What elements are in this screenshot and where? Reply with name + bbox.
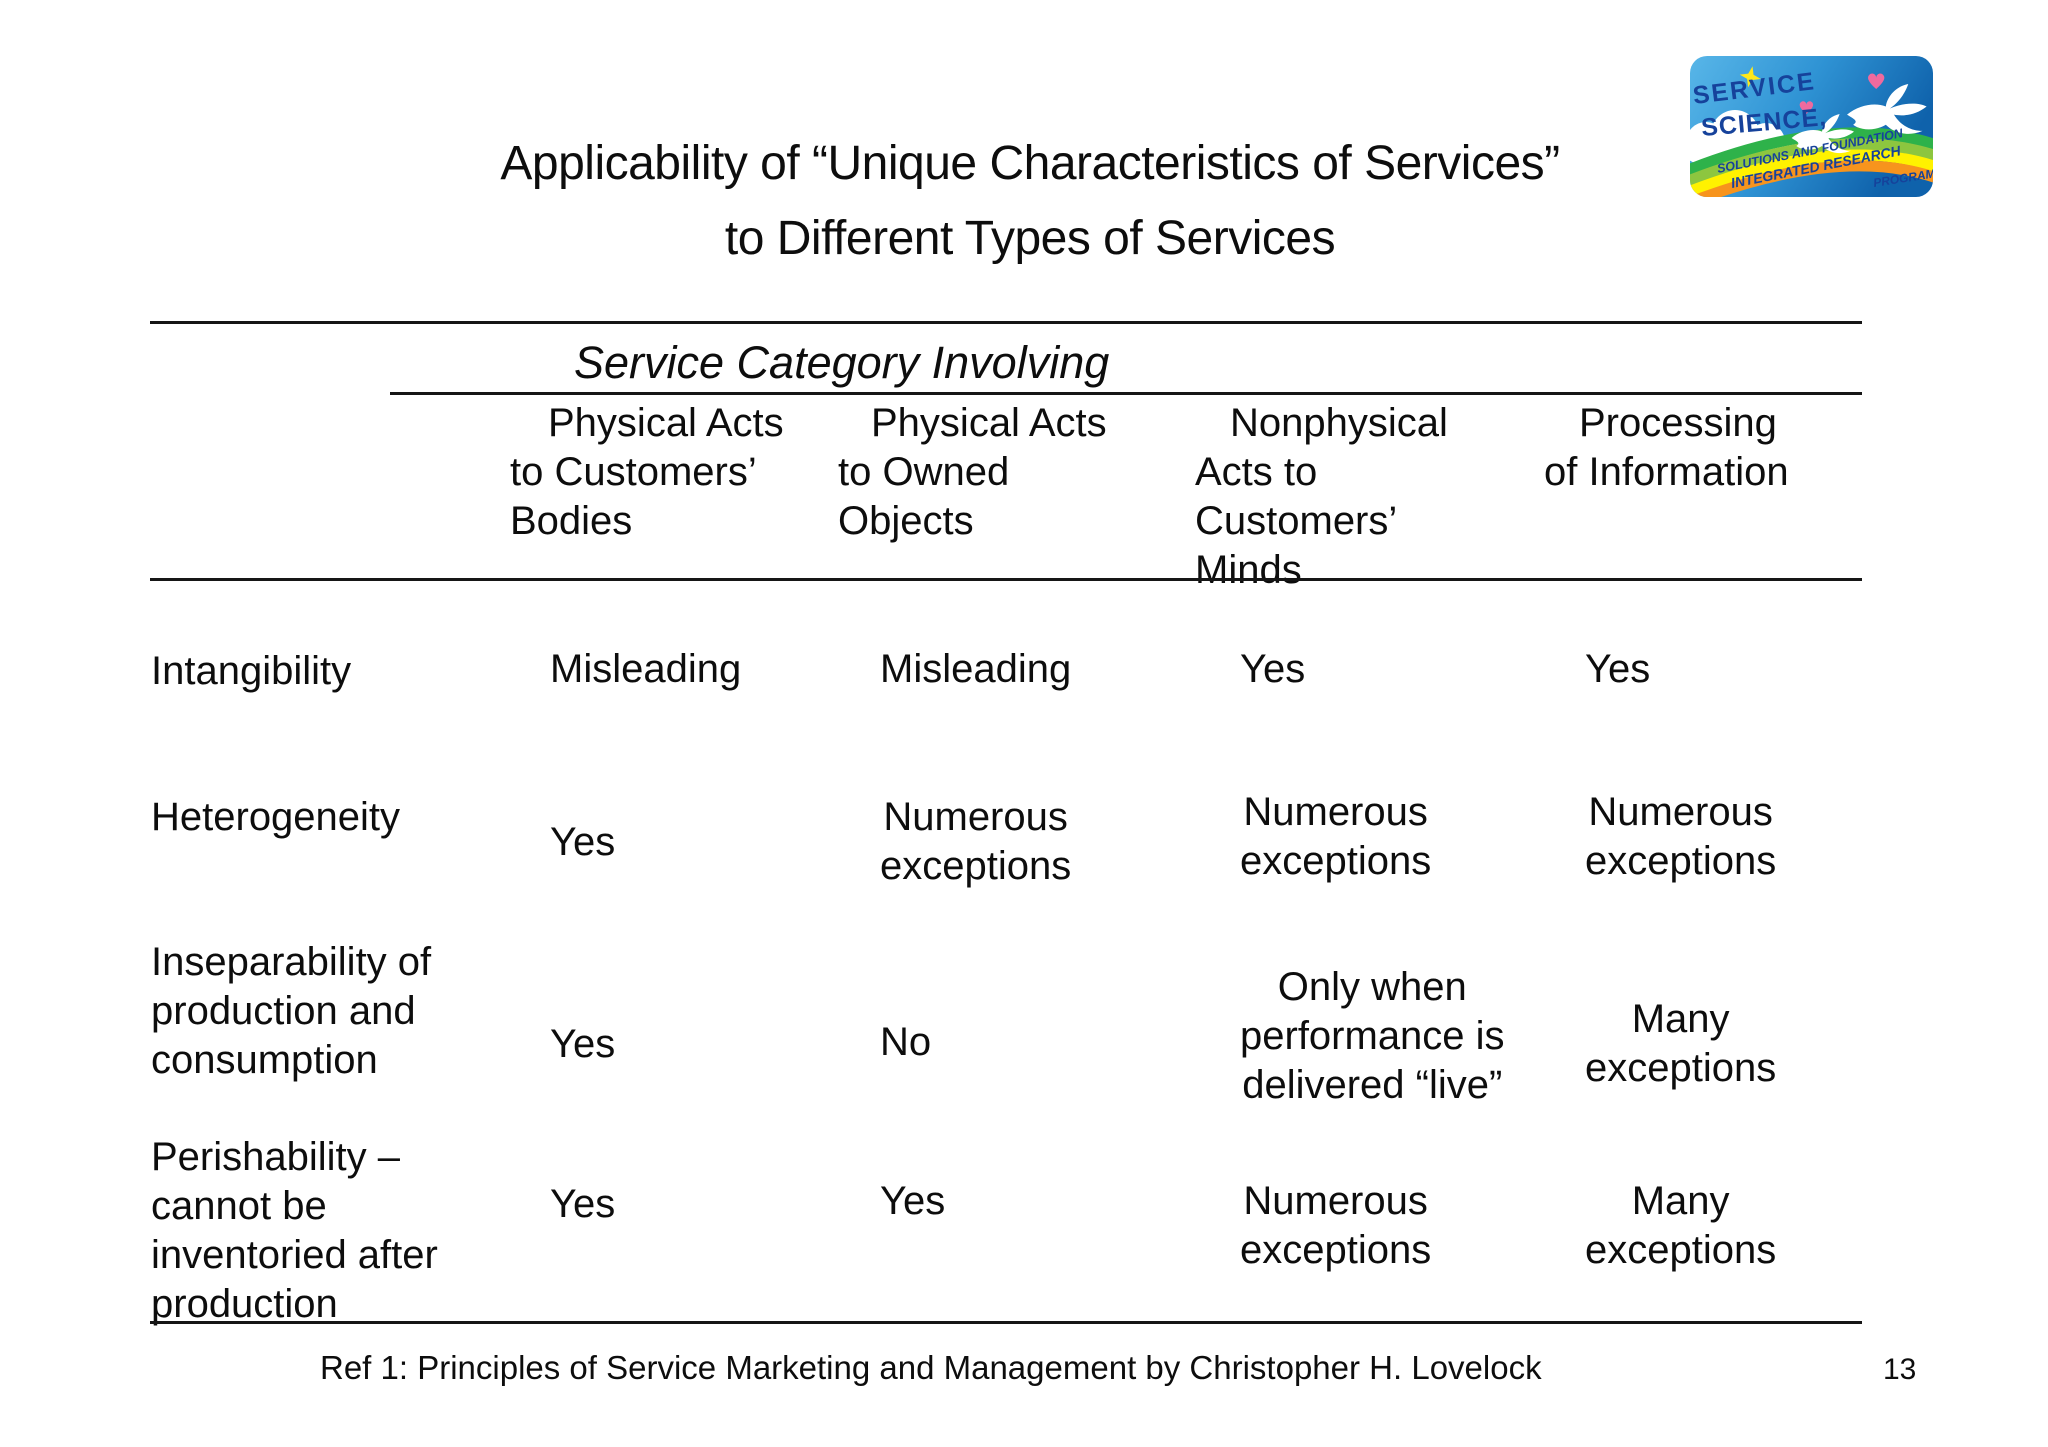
cell-inseparability-objects: No: [880, 1020, 932, 1064]
category-header: Service Category Involving: [574, 337, 1110, 388]
cell-perishability-bodies: Yes: [550, 1182, 616, 1226]
cell-intangibility-information: Yes: [1585, 647, 1651, 691]
header-bottom-rule: [150, 578, 1862, 581]
slide-title-line-2: to Different Types of Services: [724, 212, 1336, 265]
category-underline-rule: [390, 392, 1862, 395]
cell-inseparability-information: Many exceptions: [1585, 997, 1777, 1090]
cell-intangibility-objects: Misleading: [880, 647, 1072, 691]
column-headers: Physical Acts to Customers’ Bodies Physi…: [150, 399, 1862, 595]
cell-inseparability-bodies: Yes: [550, 1022, 616, 1066]
column-header-spacer: [150, 399, 460, 595]
cell-perishability-minds: Numerous exceptions: [1240, 1179, 1432, 1272]
cell-perishability-information: Many exceptions: [1585, 1179, 1777, 1272]
column-header-nonphysical-acts-minds: Nonphysical Acts to Customers’ Minds: [1195, 401, 1448, 592]
row-label-heterogeneity: Heterogeneity: [151, 795, 401, 839]
row-label-perishability: Perishability – cannot be inventoried af…: [151, 1135, 438, 1326]
star-icon: [1739, 66, 1761, 88]
cell-intangibility-minds: Yes: [1240, 647, 1306, 691]
cell-inseparability-minds: Only when performance is delivered “live…: [1240, 965, 1505, 1107]
cell-heterogeneity-bodies: Yes: [550, 820, 616, 864]
page-number: 13: [1883, 1353, 1917, 1386]
table-top-rule: [150, 321, 1862, 324]
column-header-physical-acts-bodies: Physical Acts to Customers’ Bodies: [510, 401, 784, 543]
cell-heterogeneity-information: Numerous exceptions: [1585, 790, 1777, 883]
slide-title-line-1: Applicability of “Unique Characteristics…: [500, 137, 1560, 190]
table-body: Intangibility Misleading Misleading Yes …: [150, 579, 1862, 1326]
cell-perishability-objects: Yes: [880, 1179, 946, 1223]
footer-reference: Ref 1: Principles of Service Marketing a…: [320, 1349, 1542, 1386]
cell-heterogeneity-objects: Numerous exceptions: [880, 795, 1072, 888]
row-label-inseparability: Inseparability of production and consump…: [151, 940, 432, 1082]
row-label-intangibility: Intangibility: [151, 649, 352, 693]
column-header-physical-acts-objects: Physical Acts to Owned Objects: [838, 401, 1107, 543]
cell-intangibility-bodies: Misleading: [550, 647, 742, 691]
slide-title: Applicability of “Unique Characteristics…: [0, 126, 2048, 276]
column-header-processing-information: Processing of Information: [1544, 401, 1789, 494]
service-science-logo: SERVICE SCIENCE, SOLUTIONS AND FOUNDATIO…: [1690, 56, 1933, 197]
table-bottom-rule: [150, 1321, 1862, 1324]
cell-heterogeneity-minds: Numerous exceptions: [1240, 790, 1432, 883]
